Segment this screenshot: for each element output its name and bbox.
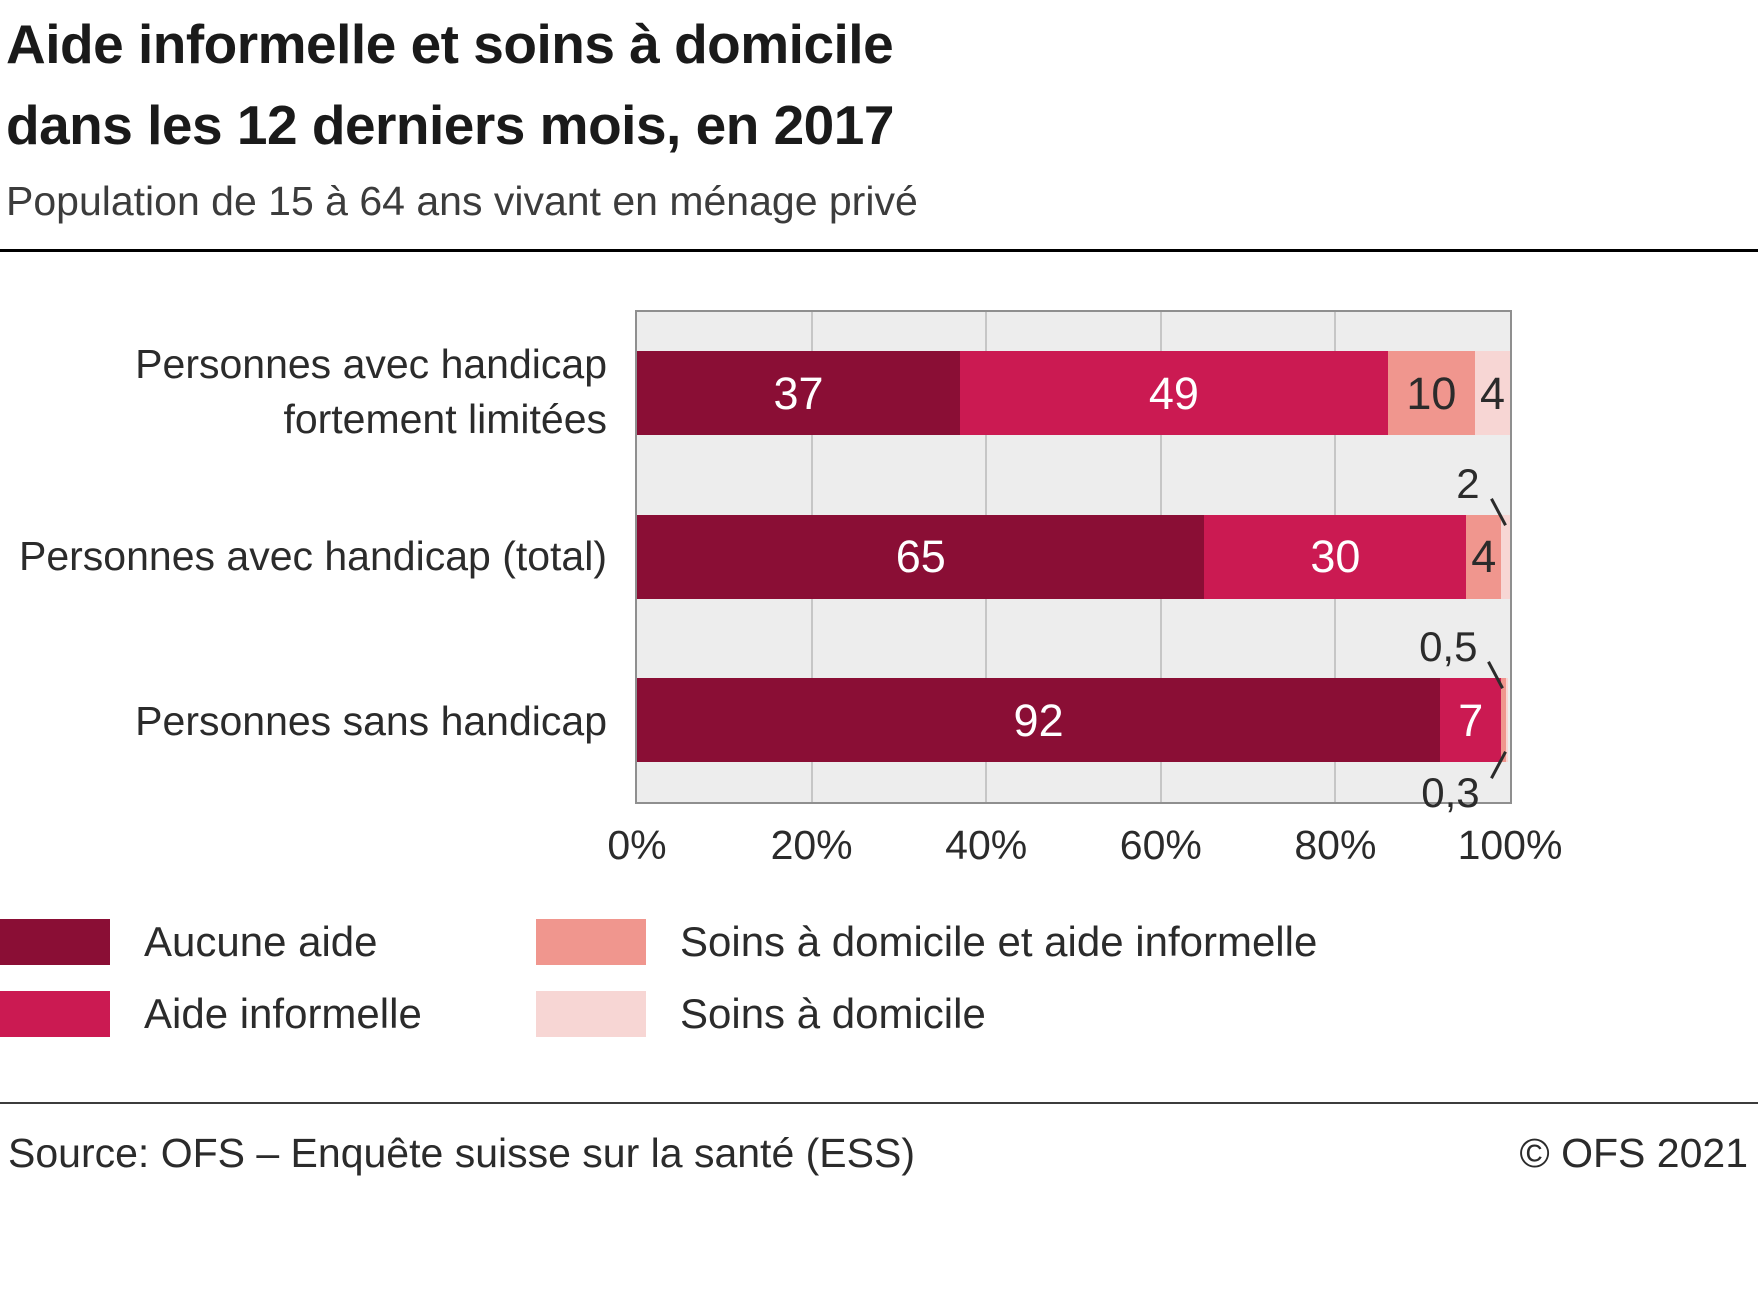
category-label: Personnes avec handicap fortement limité… xyxy=(135,340,607,443)
segment-value-label: 65 xyxy=(895,531,946,583)
segment-value-label: 7 xyxy=(1458,694,1484,746)
callout-value-label: 2 xyxy=(1456,459,1480,507)
segment-value-label: 10 xyxy=(1406,367,1457,419)
bar-segment xyxy=(1501,678,1506,762)
bar-row: 37 49 10 4 xyxy=(637,312,1510,475)
legend-item: Soins à domicile xyxy=(536,990,1758,1038)
bar-segment xyxy=(1505,678,1509,762)
segment-value-label: 49 xyxy=(1148,367,1199,419)
bar-strip: 92 7 xyxy=(637,678,1510,762)
x-tick-label: 60% xyxy=(1119,821,1202,868)
bar-strip: 37 49 10 4 xyxy=(637,351,1510,436)
legend-item: Aucune aide xyxy=(0,918,536,966)
segment-value-label: 4 xyxy=(1480,367,1506,419)
bar-segment: 65 xyxy=(637,514,1205,599)
legend-label: Soins à domicile et aide informelle xyxy=(680,917,1318,965)
bar-segment: 49 xyxy=(960,351,1388,436)
legend: Aucune aide Aide informelle Soins à domici… xyxy=(0,918,1758,1038)
segment-value-label: 37 xyxy=(773,367,824,419)
callout-value-label: 0,3 xyxy=(1421,769,1480,816)
chart-header: Aide informelle et soins à domicile dans … xyxy=(0,0,1758,225)
callout-value-label: 0,5 xyxy=(1419,623,1478,671)
x-tick-label: 40% xyxy=(945,821,1028,868)
bar-segment: 7 xyxy=(1440,678,1502,762)
legend-swatch xyxy=(0,918,110,965)
segment-value-label: 4 xyxy=(1471,531,1497,583)
x-tick-label: 0% xyxy=(607,821,667,868)
bar-row: 92 7 0,5 0,3 xyxy=(637,626,1510,814)
bar-area: 65 30 4 xyxy=(637,514,1510,599)
chart-title-line-2: dans les 12 derniers mois, en 2017 xyxy=(6,93,894,156)
bar-segment: 30 xyxy=(1204,514,1467,599)
legend-label: Aucune aide xyxy=(144,917,378,965)
bar-segment: 4 xyxy=(1475,351,1510,436)
bar-segment: 4 xyxy=(1466,514,1502,599)
bar-segment: 37 xyxy=(637,351,960,436)
x-tick-label: 80% xyxy=(1294,821,1377,868)
bar-segment: 10 xyxy=(1387,351,1476,436)
bar-area: 37 49 10 4 xyxy=(637,351,1510,436)
category-label: Personnes sans handicap xyxy=(135,697,607,744)
footer-divider xyxy=(0,1101,1758,1104)
source-note: Source: OFS – Enquête suisse sur la sant… xyxy=(8,1129,915,1176)
legend-swatch xyxy=(536,990,646,1037)
header-divider xyxy=(0,248,1758,252)
chart-subtitle: Population de 15 à 64 ans vivant en ména… xyxy=(6,177,918,224)
legend-swatch xyxy=(0,990,110,1037)
chart-title: Aide informelle et soins à domicile dans … xyxy=(6,4,1750,166)
chart-title-line-1: Aide informelle et soins à domicile xyxy=(6,13,894,75)
chart-footer: Source: OFS – Enquête suisse sur la sant… xyxy=(0,1104,1758,1177)
legend-swatch xyxy=(536,918,646,965)
x-tick-label: 20% xyxy=(770,821,853,868)
category-label: Personnes avec handicap (total) xyxy=(18,533,607,580)
value-callout: 0,5 xyxy=(1419,623,1505,689)
legend-label: Soins à domicile xyxy=(680,989,986,1037)
value-callout: 0,3 xyxy=(1421,751,1507,816)
bar-segment xyxy=(1501,514,1510,599)
chart-plot: 37 49 10 4 65 30 4 2 92 7 0,5 0,3 xyxy=(635,309,1512,814)
bar-segment: 92 xyxy=(637,678,1441,762)
legend-label: Aide informelle xyxy=(144,989,422,1037)
legend-item: Aide informelle xyxy=(0,990,536,1038)
category-labels: Personnes avec handicap fortement limité… xyxy=(0,310,607,804)
stacked-bar-chart: Personnes avec handicap fortement limité… xyxy=(0,309,1758,868)
segment-value-label: 92 xyxy=(1013,694,1064,746)
bar-area: 92 7 xyxy=(637,678,1510,762)
value-callout: 2 xyxy=(1456,459,1507,526)
x-tick-label: 100% xyxy=(1457,821,1563,868)
copyright-note: © OFS 2021 xyxy=(1519,1129,1748,1176)
legend-item: Soins à domicile et aide informelle xyxy=(536,918,1758,966)
segment-value-label: 30 xyxy=(1310,531,1361,583)
bar-row: 65 30 4 2 xyxy=(637,462,1510,638)
x-axis: 0% 20% 40% 60% 80% 100% xyxy=(607,816,1562,868)
bar-strip: 65 30 4 xyxy=(637,514,1510,599)
